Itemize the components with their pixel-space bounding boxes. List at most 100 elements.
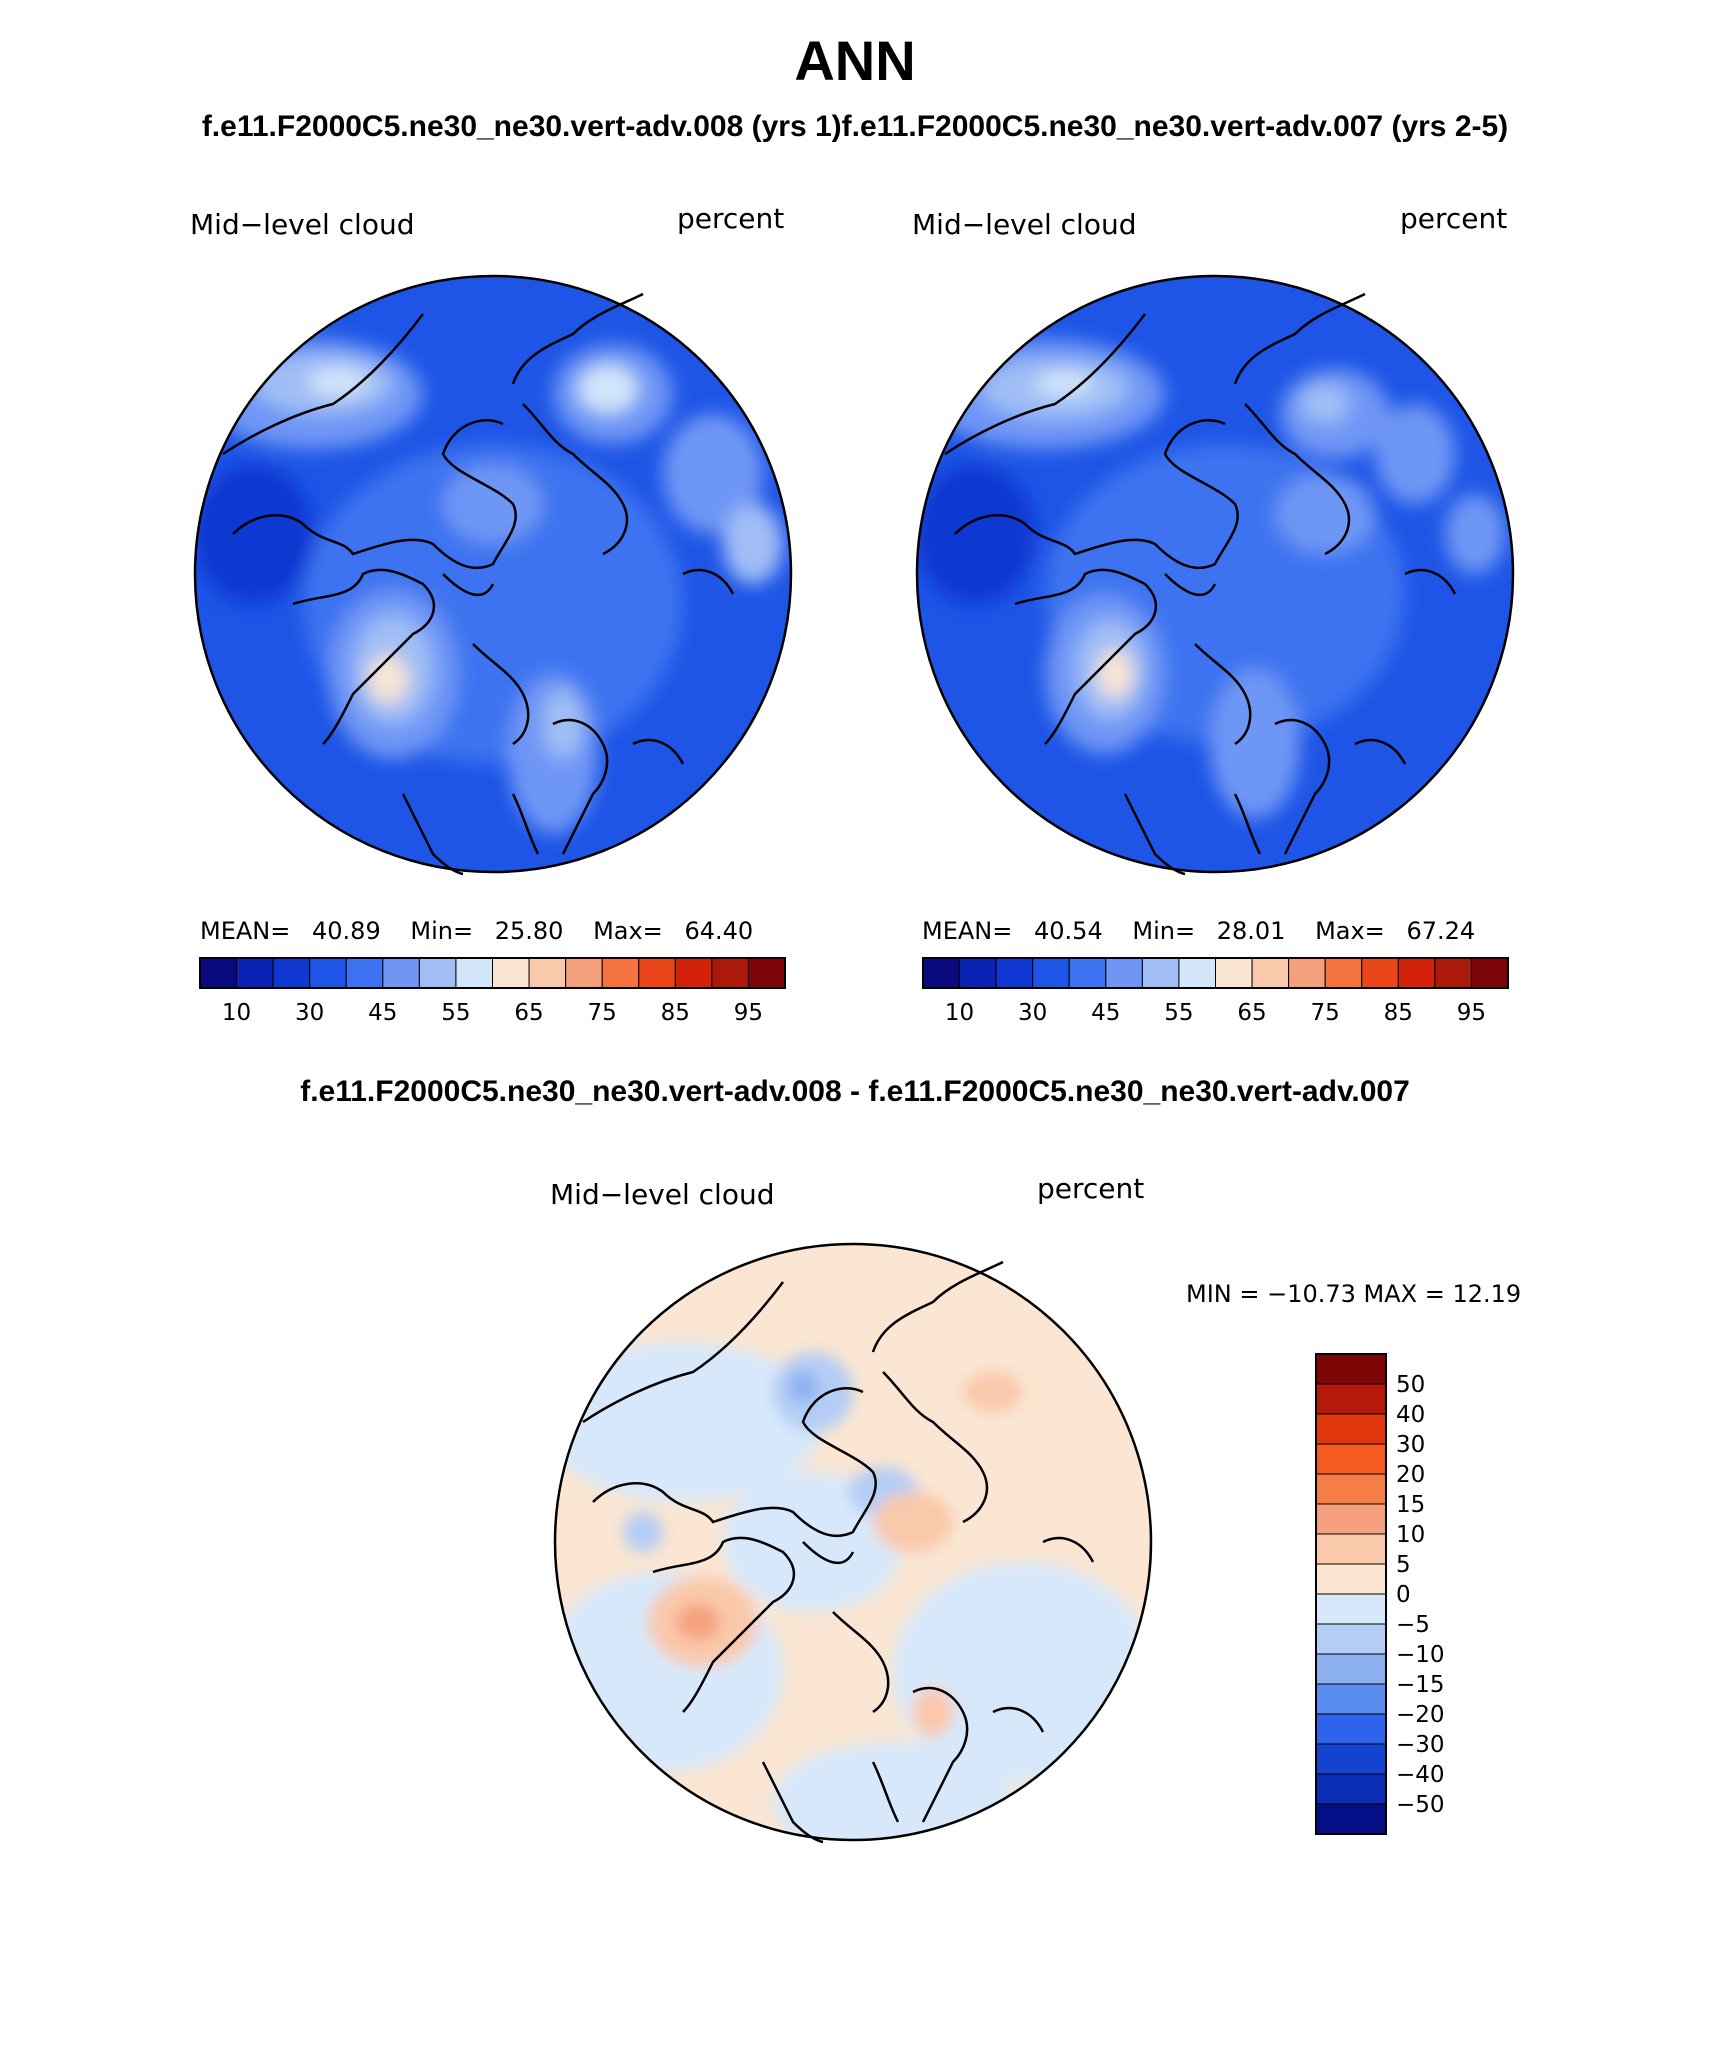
colorbar-panel2-swatch: [1397, 957, 1436, 989]
colorbar-panel2-tick-label: 65: [1237, 1000, 1266, 1026]
colorbar-panel1-swatch: [601, 957, 640, 989]
colorbar-panel2: 10 30 45 55 65 75 85 95: [922, 957, 1509, 1026]
colorbar-difference-swatch: [1315, 1503, 1387, 1535]
panel2-variable-label: Mid−level cloud: [912, 208, 1137, 241]
colorbar-difference-swatch: [1315, 1353, 1387, 1385]
map-panel2-coastlines: [944, 292, 1457, 876]
colorbar-panel2-swatch: [1178, 957, 1216, 989]
map-difference-coastlines: [582, 1260, 1095, 1844]
colorbar-panel2-swatch: [1434, 957, 1472, 989]
panel1-max-label: Max=: [593, 917, 663, 945]
map-difference: [553, 1242, 1153, 1844]
colorbar-difference-swatch: [1315, 1653, 1387, 1685]
figure-title: ANN: [794, 29, 916, 92]
colorbar-difference-tick-label: 20: [1396, 1462, 1425, 1488]
colorbar-panel2-swatch: [1215, 957, 1253, 989]
panel1-max-value: 64.40: [684, 917, 754, 945]
colorbar-panel1-swatch: [455, 957, 493, 989]
map-panel1-border: [193, 274, 793, 874]
colorbar-panel1-swatch: [345, 957, 384, 989]
colorbar-panel2-swatch: [1288, 957, 1326, 989]
colorbar-panel1-frame: [199, 957, 786, 989]
colorbar-panel2-swatch: [1141, 957, 1180, 989]
colorbar-difference-swatch: [1315, 1593, 1387, 1625]
panel1-variable-label: Mid−level cloud: [190, 208, 415, 241]
colorbar-panel1-swatch: [492, 957, 530, 989]
figure-subtitle: f.e11.F2000C5.ne30_ne30.vert-adv.008 (yr…: [201, 110, 1509, 143]
panel1-units-label: percent: [677, 202, 785, 235]
colorbar-panel2-swatch: [1361, 957, 1399, 989]
colorbar-panel1-tick-label: 55: [441, 1000, 470, 1026]
colorbar-difference-tick-label: 5: [1396, 1552, 1411, 1578]
colorbar-panel2-tick-label: 10: [945, 1000, 974, 1026]
colorbar-panel1-tick-label: 95: [734, 1000, 763, 1026]
colorbar-panel2-swatch: [922, 957, 961, 989]
panel1-mean-value: 40.89: [312, 917, 381, 945]
colorbar-difference-tick-label: 0: [1396, 1582, 1411, 1608]
panel2-max-label: Max=: [1315, 917, 1385, 945]
map-difference-border: [553, 1242, 1153, 1842]
colorbar-panel2-swatch: [1105, 957, 1143, 989]
panel2-min-label: Min=: [1132, 917, 1196, 945]
colorbar-panel2-swatch: [1251, 957, 1290, 989]
colorbar-difference-swatch: [1315, 1533, 1387, 1565]
panel1-min-value: 25.80: [494, 917, 564, 945]
colorbar-panel1-swatch: [565, 957, 603, 989]
colorbar-difference-swatch: [1315, 1743, 1387, 1775]
colorbar-difference-tick-label: 10: [1396, 1522, 1425, 1548]
colorbar-difference-swatch: [1315, 1443, 1387, 1475]
colorbar-panel1-swatch: [382, 957, 420, 989]
colorbar-difference-swatch: [1315, 1413, 1387, 1445]
colorbar-panel2-tick-label: 85: [1384, 1000, 1413, 1026]
colorbar-panel1-tick-label: 10: [222, 1000, 251, 1026]
colorbar-difference-swatch: [1315, 1803, 1387, 1835]
colorbar-panel1-swatch: [747, 957, 786, 989]
colorbar-panel2-tick-label: 45: [1091, 1000, 1120, 1026]
panel2-mean-value: 40.54: [1034, 917, 1103, 945]
colorbar-panel2-tick-label: 95: [1457, 1000, 1486, 1026]
colorbar-panel1-swatch: [199, 957, 238, 989]
colorbar-difference-tick-label: −40: [1396, 1762, 1445, 1788]
colorbar-panel1-swatch: [638, 957, 676, 989]
colorbar-panel2-tick-label: 75: [1311, 1000, 1340, 1026]
colorbar-panel1-tick-label: 85: [661, 1000, 690, 1026]
colorbar-difference-swatch: [1315, 1473, 1387, 1505]
colorbar-panel2-swatch: [1470, 957, 1509, 989]
panel2-mean-label: MEAN=: [922, 917, 1013, 945]
panel1-min-label: Min=: [410, 917, 474, 945]
panel2-min-value: 28.01: [1216, 917, 1286, 945]
colorbar-difference-tick-label: 50: [1396, 1372, 1425, 1398]
colorbar-difference-swatch: [1315, 1713, 1387, 1745]
colorbar-panel2-swatch: [1068, 957, 1107, 989]
colorbar-panel2-swatch: [1032, 957, 1070, 989]
colorbar-panel2-tick-label: 55: [1164, 1000, 1193, 1026]
colorbar-panel1-swatch: [236, 957, 274, 989]
colorbar-panel1: 10 30 45 55 65 75 85 95: [199, 957, 786, 1026]
colorbar-difference-tick-label: 30: [1396, 1432, 1425, 1458]
colorbar-difference-tick-label: −5: [1396, 1612, 1430, 1638]
colorbar-difference-swatch: [1315, 1683, 1387, 1715]
map-panel1: [193, 274, 793, 876]
colorbar-panel2-swatch: [1324, 957, 1363, 989]
colorbar-panel1-swatch: [711, 957, 749, 989]
colorbar-difference-tick-label: −15: [1396, 1672, 1445, 1698]
map-panel2-border: [915, 274, 1515, 874]
panel2-stats: MEAN= 40.54 Min= 28.01 Max= 67.24: [922, 917, 1475, 945]
colorbar-panel1-swatch: [309, 957, 347, 989]
map-difference-field: [555, 1244, 1151, 1840]
panel2-units-label: percent: [1400, 202, 1508, 235]
diff-minmax-label: MIN = −10.73 MAX = 12.19: [1186, 1280, 1522, 1308]
colorbar-panel2-tick-label: 30: [1018, 1000, 1047, 1026]
diff-variable-label: Mid−level cloud: [550, 1178, 775, 1211]
colorbar-difference-tick-label: −10: [1396, 1642, 1445, 1668]
diff-units-label: percent: [1037, 1172, 1145, 1205]
colorbar-difference-tick-label: −50: [1396, 1792, 1445, 1818]
map-panel2: [915, 274, 1515, 876]
map-panel1-coastlines: [222, 292, 735, 876]
colorbar-panel1-swatch: [418, 957, 457, 989]
colorbar-difference-frame: [1315, 1353, 1387, 1835]
colorbar-panel1-tick-label: 45: [368, 1000, 397, 1026]
colorbar-panel1-swatch: [272, 957, 311, 989]
colorbar-difference-tick-label: 15: [1396, 1492, 1425, 1518]
